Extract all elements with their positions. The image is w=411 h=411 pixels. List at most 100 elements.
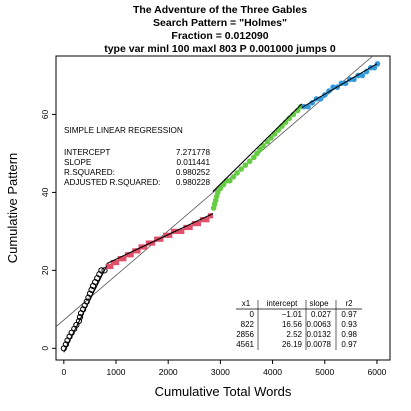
chart-title-block: The Adventure of the Three Gables Search… bbox=[104, 4, 336, 55]
regression-heading: SIMPLE LINEAR REGRESSION bbox=[64, 126, 183, 135]
data-point bbox=[264, 138, 271, 145]
data-point bbox=[260, 142, 266, 149]
segment-table-header: r2 bbox=[345, 299, 353, 308]
data-point bbox=[230, 174, 237, 180]
segment-table-cell: 26.19 bbox=[282, 340, 303, 349]
data-point bbox=[250, 154, 257, 161]
segment-table: x1 intercept slope r2 0 −1.01 0.027 0.97 822 16.5… bbox=[236, 298, 362, 350]
segment-table-cell: 2856 bbox=[236, 330, 254, 339]
x-axis-label: Cumulative Total Words bbox=[155, 384, 292, 399]
segment-table-header: slope bbox=[309, 299, 329, 308]
segment-table-header: x1 bbox=[242, 299, 251, 308]
data-point bbox=[220, 181, 227, 188]
data-point bbox=[207, 213, 214, 219]
segment-table-cell: 0.0132 bbox=[307, 330, 332, 339]
segment-table-cell: 0.98 bbox=[341, 330, 357, 339]
plot-area bbox=[56, 56, 381, 353]
data-point bbox=[108, 263, 114, 270]
segment-table-cell: 16.56 bbox=[282, 320, 303, 329]
data-point bbox=[195, 220, 202, 227]
data-point bbox=[124, 252, 131, 258]
data-point bbox=[268, 135, 274, 141]
stat-intercept-value: 7.271778 bbox=[176, 148, 211, 157]
stat-slope-value: 0.011441 bbox=[176, 158, 210, 167]
data-point bbox=[145, 240, 151, 246]
stat-adj-rsquared-label: ADJUSTED R.SQUARED: bbox=[64, 178, 160, 187]
data-point bbox=[110, 259, 117, 266]
data-point bbox=[75, 317, 83, 325]
y-axis-label: Cumulative Pattern bbox=[5, 153, 20, 264]
data-point bbox=[226, 177, 233, 184]
y-axis: 0 20 40 60 bbox=[40, 109, 56, 351]
segment-table-cell: 0.97 bbox=[341, 310, 357, 319]
segment-table-background bbox=[236, 298, 362, 350]
chart-title: The Adventure of the Three Gables bbox=[133, 4, 307, 16]
data-point bbox=[204, 217, 210, 223]
data-point bbox=[174, 228, 181, 234]
segment-table-cell: 2.52 bbox=[286, 330, 302, 339]
x-tick-label: 3000 bbox=[211, 367, 230, 377]
segment-fit-line bbox=[301, 63, 378, 109]
data-point bbox=[117, 256, 123, 262]
y-tick-label: 0 bbox=[40, 346, 50, 351]
data-point bbox=[101, 267, 108, 274]
data-point bbox=[246, 158, 253, 165]
data-point bbox=[105, 263, 111, 270]
data-point bbox=[170, 228, 177, 234]
segment-table-cell: 0 bbox=[250, 310, 255, 319]
data-point bbox=[113, 259, 120, 266]
data-point bbox=[338, 80, 345, 87]
segment-table-cell: 0.97 bbox=[341, 340, 357, 349]
regression-stats: SIMPLE LINEAR REGRESSION INTERCEPT 7.271… bbox=[64, 126, 210, 187]
data-point bbox=[183, 224, 189, 231]
stat-rsquared-value: 0.980252 bbox=[176, 168, 211, 177]
data-point bbox=[142, 244, 148, 250]
data-point bbox=[309, 99, 316, 106]
stat-intercept-label: INTERCEPT bbox=[64, 148, 110, 157]
chart-subtitle-pattern: Search Pattern = "Holmes" bbox=[153, 17, 287, 29]
x-axis: 0 1000 2000 3000 4000 5000 6000 bbox=[61, 360, 387, 377]
stat-slope-label: SLOPE bbox=[64, 158, 92, 167]
y-tick-label: 20 bbox=[40, 265, 50, 275]
data-point bbox=[80, 306, 87, 313]
chart-subtitle-fraction: Fraction = 0.012090 bbox=[171, 30, 268, 42]
data-point bbox=[167, 232, 173, 238]
segment-table-cell: 0.027 bbox=[311, 310, 332, 319]
data-point bbox=[179, 228, 185, 234]
data-point bbox=[187, 224, 193, 231]
data-point bbox=[88, 286, 95, 293]
data-point bbox=[238, 166, 245, 172]
data-point bbox=[158, 236, 164, 242]
data-point bbox=[374, 60, 381, 67]
segment-table-cell: 0.0063 bbox=[307, 320, 332, 329]
data-point bbox=[254, 150, 260, 157]
plot-frame bbox=[55, 55, 391, 361]
data-point bbox=[242, 162, 249, 168]
x-tick-label: 5000 bbox=[315, 367, 334, 377]
data-point bbox=[359, 72, 366, 79]
segment-table-header: intercept bbox=[267, 299, 298, 308]
data-point bbox=[128, 252, 134, 258]
y-tick-label: 40 bbox=[40, 187, 50, 197]
data-point bbox=[257, 146, 263, 153]
x-tick-label: 0 bbox=[61, 367, 66, 377]
chart-subtitle-params: type var minl 100 maxl 803 P 0.001000 ju… bbox=[104, 43, 336, 55]
segment-table-cell: −1.01 bbox=[282, 310, 303, 319]
segment-table-cell: 0.0078 bbox=[307, 340, 332, 349]
x-tick-label: 1000 bbox=[107, 367, 126, 377]
segment-fit-lines bbox=[63, 63, 378, 353]
stat-rsquared-label: R.SQUARED: bbox=[64, 168, 115, 177]
y-tick-label: 60 bbox=[40, 109, 50, 119]
stat-adj-rsquared-value: 0.980228 bbox=[176, 178, 211, 187]
segment-table-cell: 0.93 bbox=[341, 320, 357, 329]
segment-fit-line bbox=[106, 213, 214, 265]
x-tick-label: 4000 bbox=[263, 367, 282, 377]
segment-fit-line bbox=[63, 265, 108, 353]
data-point bbox=[135, 248, 141, 254]
data-point bbox=[121, 256, 127, 262]
data-point bbox=[154, 236, 160, 242]
segment-fit-line bbox=[212, 103, 303, 192]
data-point bbox=[234, 170, 240, 176]
segment-table-cell: 4561 bbox=[236, 340, 254, 349]
